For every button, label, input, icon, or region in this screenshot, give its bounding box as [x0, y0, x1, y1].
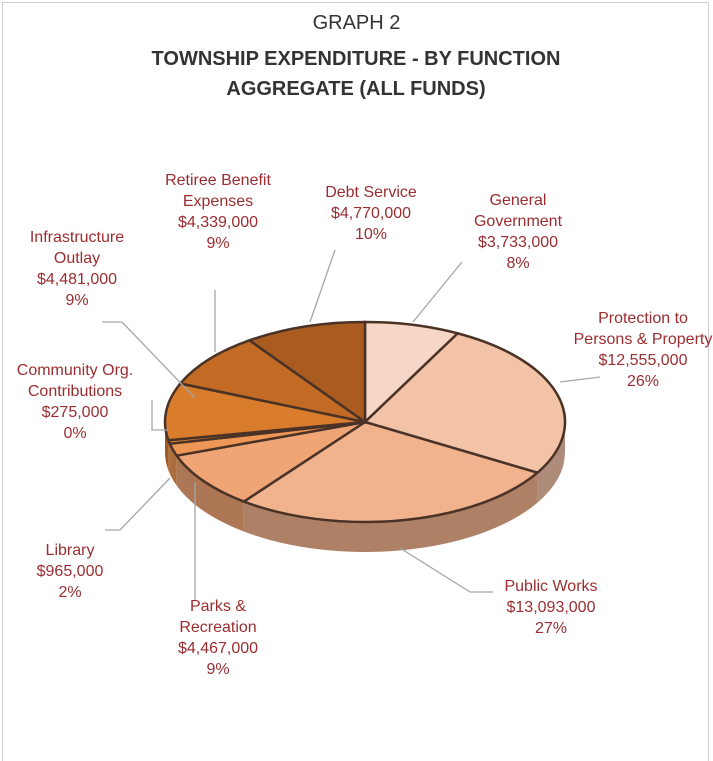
label-percent: 9% [206, 661, 230, 678]
label-percent: 26% [626, 373, 660, 390]
leader-line [309, 249, 336, 323]
slice [241, 420, 540, 524]
label-value: $965,000 [36, 563, 104, 580]
slice-side [243, 472, 538, 552]
slice [178, 338, 366, 424]
label-percent: 27% [534, 620, 568, 637]
leader-line [105, 477, 171, 531]
label-percent: 9% [65, 292, 89, 309]
data-label: Community Org. Contributions $275,000 0% [5, 360, 145, 444]
data-label: Parks & Recreation $4,467,000 9% [153, 596, 283, 680]
slice [362, 331, 567, 475]
slice [174, 420, 366, 503]
label-percent: 10% [354, 226, 388, 243]
slice-side [168, 440, 170, 474]
label-name: Infrastructure Outlay [29, 229, 125, 267]
chart-supertitle: GRAPH 2 [312, 12, 401, 34]
label-name: Community Org. Contributions [16, 362, 134, 400]
leader-line [412, 261, 463, 323]
label-name: Parks & Recreation [179, 598, 257, 636]
data-label: Library $965,000 2% [20, 540, 120, 603]
slice [246, 320, 367, 425]
leader-line [102, 321, 196, 399]
label-value: $13,093,000 [506, 599, 596, 616]
data-label: Debt Service $4,770,000 10% [301, 182, 441, 245]
label-name: Retiree Benefit Expenses [165, 172, 271, 210]
data-label: Protection to Persons & Property $12,555,… [573, 308, 713, 392]
chart-title: TOWNSHIP EXPENDITURE - BY FUNCTION AGGRE… [151, 48, 561, 100]
label-name: General Government [473, 192, 563, 230]
label-value: $4,481,000 [36, 271, 118, 288]
label-value: $4,467,000 [177, 640, 259, 657]
label-name: Public Works [504, 578, 598, 595]
slice [163, 382, 366, 442]
label-percent: 8% [506, 255, 530, 272]
label-value: $4,770,000 [330, 205, 412, 222]
label-name: Debt Service [325, 184, 417, 201]
label-name: Library [45, 542, 95, 559]
leader-line [399, 547, 493, 593]
label-value: $4,339,000 [177, 214, 259, 231]
leader-line [559, 376, 601, 383]
label-name: Protection to Persons & Property [573, 310, 713, 348]
label-value: $3,733,000 [477, 234, 559, 251]
data-label: Infrastructure Outlay $4,481,000 9% [12, 227, 142, 311]
data-label: Public Works $13,093,000 27% [486, 576, 616, 639]
slice [363, 320, 461, 425]
label-percent: 2% [58, 584, 82, 601]
label-value: $12,555,000 [598, 352, 688, 369]
data-label: Retiree Benefit Expenses $4,339,000 9% [163, 170, 273, 254]
slice-side [537, 422, 565, 503]
label-percent: 0% [63, 425, 87, 442]
data-label: General Government $3,733,000 8% [458, 190, 578, 274]
label-percent: 9% [206, 235, 230, 252]
leader-line [151, 400, 168, 431]
label-value: $275,000 [41, 404, 109, 421]
